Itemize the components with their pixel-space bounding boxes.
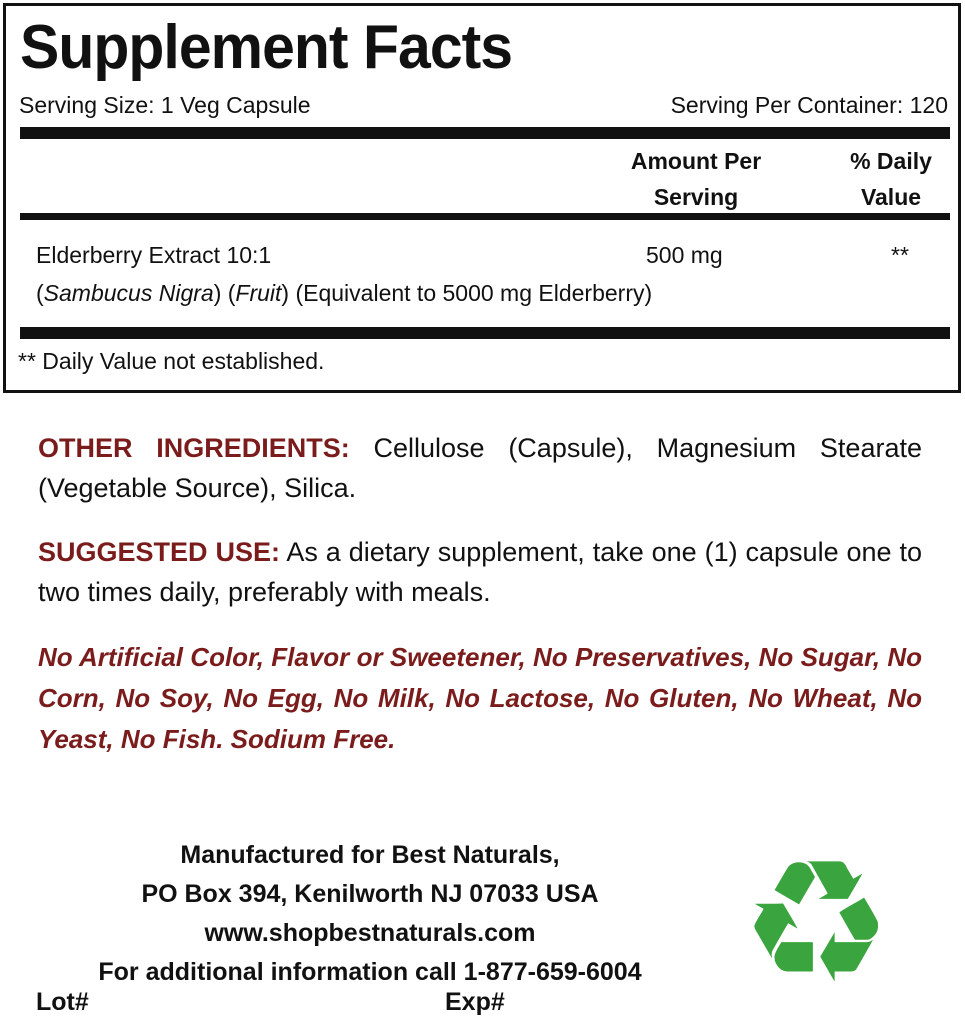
lot-label: Lot# xyxy=(36,988,89,1016)
divider-thick xyxy=(20,127,950,139)
species: Sambucus Nigra xyxy=(43,280,214,306)
ingredient-name: Elderberry Extract 10:1 xyxy=(36,242,272,268)
address: PO Box 394, Kenilworth NJ 07033 USA xyxy=(141,880,599,908)
ingredient-detail: (Sambucus Nigra) (Fruit) (Equivalent to … xyxy=(36,280,652,307)
suggested-use: SUGGESTED USE: As a dietary supplement, … xyxy=(38,532,922,612)
text: As a dietary supplement, take one (1) ca… xyxy=(38,537,922,607)
text: ) (Equivalent to 5000 mg Elderberry) xyxy=(281,280,653,306)
header-line: Value xyxy=(860,184,922,210)
supplement-facts-panel: Supplement Facts Serving Size: 1 Veg Cap… xyxy=(3,3,961,393)
label: SUGGESTED USE: xyxy=(38,537,280,567)
text: Cellulose (Capsule), Magnesium Stearate … xyxy=(38,433,922,503)
plant-part: Fruit xyxy=(235,280,282,306)
servings-per-container: Serving Per Container: 120 xyxy=(670,92,948,118)
recycle-icon: ♻ xyxy=(740,824,893,1022)
exp-label: Exp# xyxy=(445,988,505,1016)
manufacturer-name: Manufactured for Best Naturals, xyxy=(180,841,560,869)
serving-size: Serving Size: 1 Veg Capsule xyxy=(19,92,311,118)
header-line: % Daily xyxy=(850,148,932,174)
panel-title: Supplement Facts xyxy=(20,13,513,82)
phone: For additional information call 1-877-65… xyxy=(98,958,642,986)
text: ( xyxy=(36,280,44,306)
other-ingredients: OTHER INGREDIENTS: Cellulose (Capsule), … xyxy=(38,428,922,508)
header-line: Amount Per xyxy=(630,148,762,174)
daily-value-header: % Daily Value xyxy=(821,143,961,215)
website: www.shopbestnaturals.com xyxy=(204,919,536,947)
amount-per-serving-header: Amount Per Serving xyxy=(596,143,796,215)
footnote: ** Daily Value not established. xyxy=(18,348,325,374)
divider-thick xyxy=(20,327,950,339)
label: OTHER INGREDIENTS: xyxy=(38,433,350,463)
text: ) ( xyxy=(213,280,236,306)
manufacturer-info: Manufactured for Best Naturals, PO Box 3… xyxy=(20,836,720,992)
header-line: Serving xyxy=(653,184,739,210)
free-from-statement: No Artificial Color, Flavor or Sweetener… xyxy=(38,642,922,754)
divider xyxy=(20,213,950,220)
ingredient-dv: ** xyxy=(891,242,909,268)
ingredient-amount: 500 mg xyxy=(646,242,723,268)
